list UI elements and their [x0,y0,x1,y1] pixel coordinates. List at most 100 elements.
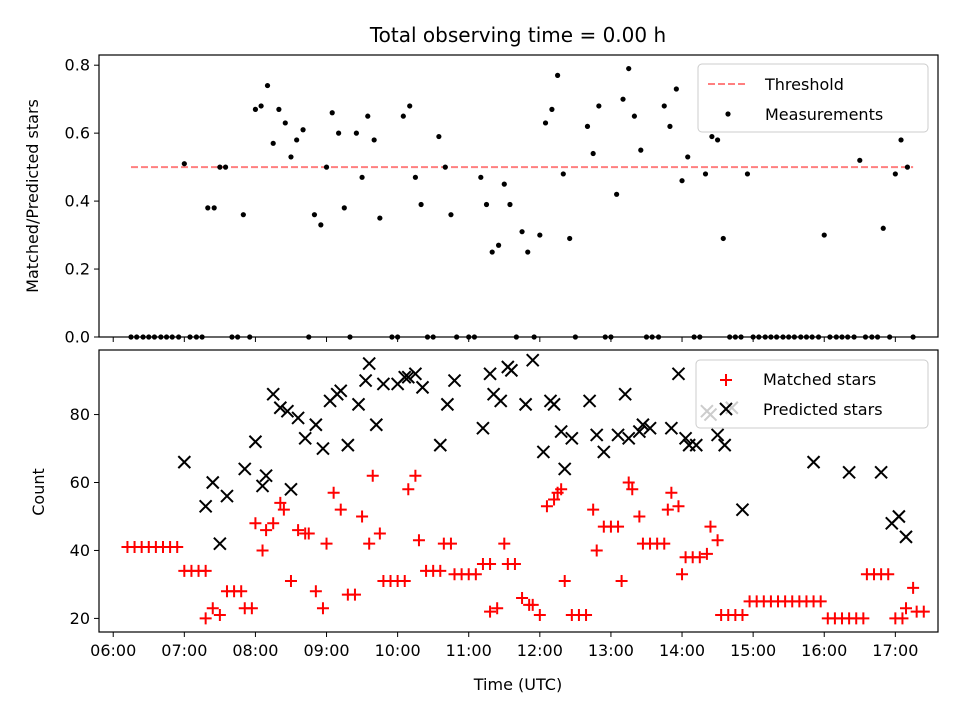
measurement-point [495,242,502,248]
predicted-star-marker [433,438,447,452]
measurement-point [685,154,691,160]
matched-star-marker [665,486,678,499]
measurement-point [679,178,685,184]
measurement-point [217,164,223,170]
predicted-star-marker [554,424,568,439]
measurement-point [205,205,211,211]
matched-star-marker [676,568,689,581]
predicted-star-marker [558,462,572,476]
top-y-axis-label: Matched/Predicted stars [23,99,42,293]
measurement-point [821,232,827,238]
predicted-star-marker [266,387,280,401]
bottom-y-tick-label: 60 [70,473,90,492]
matched-star-marker [498,537,511,550]
matched-star-marker [235,585,248,598]
top-legend: Threshold Measurements [697,63,929,133]
matched-star-marker [516,592,529,605]
top-y-tick-label: 0.4 [65,192,90,211]
x-tick-label: 09:00 [303,641,349,660]
matched-star-marker [256,544,269,557]
x-axis-label: Time (UTC) [473,675,562,694]
predicted-star-marker [643,421,657,435]
predicted-star-marker [565,431,579,446]
predicted-star-marker [526,353,540,367]
predicted-star-marker [899,530,913,544]
bottom-legend: Matched stars Predicted stars [695,359,929,429]
predicted-star-marker [358,373,373,388]
predicted-star-marker [717,438,732,452]
predicted-legend-swatch [719,402,733,416]
predicted-star-marker [259,469,273,483]
top-legend-frame [697,63,929,133]
predicted-star-marker [892,509,906,524]
matched-star-marker [540,500,553,513]
matched-star-marker [736,609,749,622]
measurement-point [489,249,495,255]
predicted-star-marker [376,377,391,391]
predicted-star-marker [618,387,632,401]
measurement-point [892,171,898,177]
measurement-point [720,235,726,242]
measurement-point [240,212,246,218]
predicted-star-marker [504,363,519,378]
predicted-star-marker [316,441,330,456]
measurement-point [436,133,442,140]
matched-star-marker [580,609,593,622]
predicted-star-marker [415,380,430,395]
matched-star-marker [277,503,290,516]
measurement-point [590,150,596,157]
bottom-y-axis-label: Count [29,468,48,516]
predicted-star-marker [255,479,270,493]
top-axes-frame [98,54,939,338]
x-tick-label: 06:00 [90,641,136,660]
matched-star-marker [900,602,913,615]
matched-legend-swatch [720,374,732,386]
matched-star-marker [704,520,717,533]
measurement-point [631,113,637,119]
top-y-tick-label: 0.0 [65,328,90,347]
matched-star-marker [484,558,497,571]
measurement-point [407,103,413,109]
predicted-star-marker [735,502,750,517]
measurement-point [537,232,543,238]
measurement-point [702,171,709,177]
matched-star-marker [309,585,322,598]
measurement-point [371,137,377,143]
measurement-point [181,161,187,167]
predicted-star-marker [590,428,604,442]
matched-star-marker [711,534,724,547]
matched-star-marker [661,503,674,516]
measurement-point [638,147,644,153]
bottom-y-tick-label: 80 [70,405,90,424]
measurement-point [673,86,679,92]
predicted-star-marker [440,397,455,412]
measurement-point [282,120,288,126]
matched-star-marker [615,575,628,588]
measurement-point [626,65,632,72]
matched-star-marker [348,588,361,601]
measurement-point [567,235,573,242]
measurement-point [359,174,365,180]
matched-star-marker [484,605,497,618]
matched-star-marker [412,534,425,547]
x-tick-label: 16:00 [801,641,847,660]
measurement-point [614,191,620,197]
measurement-point [336,130,342,136]
matched-star-marker [320,537,333,550]
measurement-point [311,212,318,218]
predicted-star-marker [273,401,288,415]
measurement-point [857,157,863,163]
matched-star-marker [363,537,376,550]
threshold-legend-label: Threshold [764,75,844,94]
predicted-star-marker [298,431,312,446]
matched-star-marker [693,551,706,564]
measurement-point [211,205,217,211]
matched-star-marker [622,476,635,489]
bottom-y-tick-label: 40 [70,541,90,560]
matched-star-marker [334,503,347,516]
measurements-legend-label: Measurements [765,105,883,124]
matched-star-marker [274,496,287,509]
matched-star-marker [402,483,415,496]
bottom-y-tick-label: 20 [70,609,90,628]
matched-star-marker [356,510,369,523]
